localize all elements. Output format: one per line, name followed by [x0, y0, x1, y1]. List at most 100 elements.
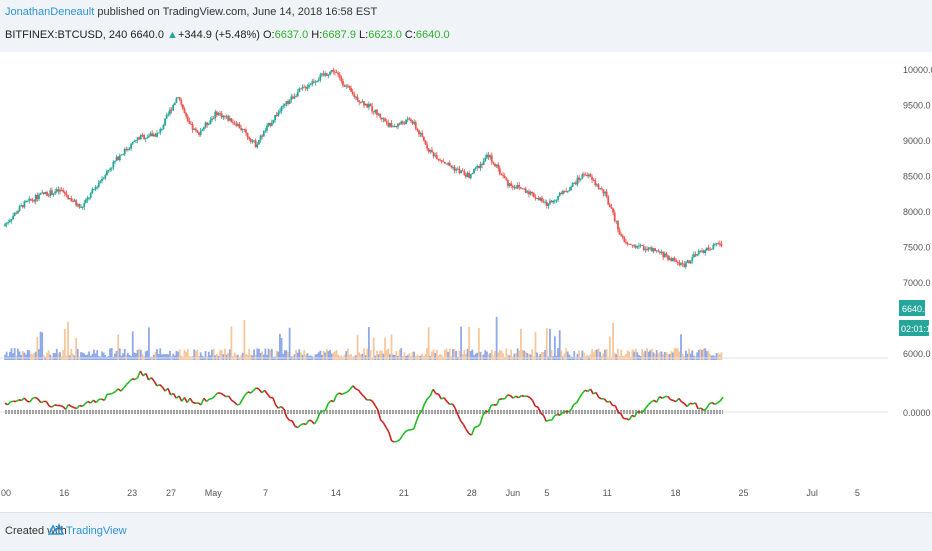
oscillator-segment	[88, 401, 91, 403]
candle-body	[48, 196, 50, 197]
volume-bar	[46, 353, 48, 360]
chart-area[interactable]: 10000.09500.09000.08500.08000.07500.0700…	[0, 52, 932, 512]
volume-bar	[706, 351, 708, 360]
candle-body	[489, 155, 491, 157]
volume-bar	[345, 351, 347, 360]
volume-bar	[530, 354, 532, 360]
volume-bar	[488, 354, 490, 360]
oscillator-segment	[555, 414, 558, 415]
candle-body	[57, 189, 59, 191]
price-axis: 10000.09500.09000.08500.08000.07500.0700…	[903, 65, 932, 418]
candle-body	[583, 174, 585, 175]
candle-body	[397, 124, 399, 127]
time-tick-label: 7	[263, 488, 268, 498]
volume-bar	[27, 350, 29, 360]
candle-body	[698, 251, 700, 254]
volume-bar	[581, 350, 583, 360]
symbol-line: BITFINEX:BTCUSD, 240 6640.0 ▲+344.9 (+5.…	[5, 29, 450, 41]
candle-body	[133, 141, 135, 142]
candle-body	[271, 123, 273, 126]
candle-body	[185, 113, 187, 116]
oscillator-segment	[231, 400, 234, 402]
author-link[interactable]: JonathanDeneault	[5, 6, 94, 18]
volume-bar	[678, 352, 680, 360]
candle-body	[318, 80, 320, 81]
candle-body	[404, 123, 406, 124]
oscillator-segment	[466, 430, 469, 434]
oscillator-segment	[535, 406, 538, 407]
candle-body	[282, 106, 284, 107]
oscillator-segment	[715, 403, 718, 404]
candle-body	[146, 137, 148, 138]
oscillator-segment	[610, 401, 613, 405]
oscillator-segment	[425, 399, 428, 404]
oscillator-segment	[383, 423, 386, 428]
candle-body	[15, 213, 17, 214]
volume-bar	[176, 351, 178, 360]
candle-body	[103, 178, 105, 179]
candle-body	[363, 101, 365, 105]
candle-body	[389, 123, 391, 127]
candle-body	[685, 263, 687, 267]
volume-bar	[287, 352, 289, 360]
volume-bar	[349, 355, 351, 360]
candle-body	[501, 174, 503, 175]
symbol-label[interactable]: BITFINEX:BTCUSD, 240	[5, 29, 127, 41]
candle-body	[302, 87, 304, 89]
chart-svg[interactable]: 10000.09500.09000.08500.08000.07500.0700…	[0, 52, 932, 512]
candle-body	[423, 137, 425, 141]
candle-body	[125, 149, 127, 150]
oscillator-segment	[577, 398, 580, 403]
candle-body	[281, 107, 283, 112]
low-value: 6623.0	[368, 29, 402, 41]
tradingview-brand[interactable]: TradingView	[66, 525, 127, 537]
volume-bar	[208, 352, 210, 360]
oscillator-segment	[301, 424, 304, 426]
oscillator-segment	[566, 411, 569, 412]
candle-body	[656, 250, 658, 251]
candle-body	[221, 114, 223, 118]
oscillator-segment	[370, 400, 373, 401]
candle-body	[399, 124, 401, 125]
candle-body	[607, 196, 609, 204]
candle-body	[276, 115, 278, 116]
candle-body	[556, 200, 558, 201]
candle-body	[209, 120, 211, 124]
candle-body	[347, 86, 349, 87]
volume-bar	[648, 352, 650, 360]
oscillator-segment	[668, 396, 671, 399]
candle-body	[311, 81, 313, 84]
volume-bar	[544, 350, 546, 360]
candle-body	[577, 178, 579, 185]
footer: Created with TradingView	[0, 512, 932, 551]
candle-body	[261, 136, 263, 137]
oscillator-segment	[121, 388, 124, 391]
candle-body	[591, 177, 593, 180]
candle-body	[17, 211, 19, 213]
close-label: C:	[405, 29, 416, 41]
candle-body	[237, 124, 239, 126]
candle-body	[585, 175, 587, 176]
candle-body	[40, 193, 42, 195]
candle-body	[520, 187, 522, 188]
volume-bar	[263, 355, 265, 360]
candle-body	[486, 155, 488, 158]
candle-body	[119, 155, 121, 160]
oscillator-segment	[298, 425, 301, 427]
oscillator-segment	[480, 415, 483, 424]
volume-bar	[661, 352, 663, 360]
oscillator-segment	[546, 420, 549, 421]
volume-bar	[578, 351, 580, 360]
volume-bar	[478, 328, 480, 360]
candle-body	[316, 81, 318, 82]
volume-bar	[129, 355, 131, 360]
oscillator-segment	[712, 403, 715, 405]
tradingview-logo-icon[interactable]	[48, 522, 64, 536]
volume-bar	[125, 355, 127, 360]
volume-bar	[245, 354, 247, 360]
candle-body	[383, 118, 385, 119]
candle-body	[588, 174, 590, 176]
volume-bar	[515, 353, 517, 360]
volume-bar	[145, 351, 147, 360]
candle-body	[565, 191, 567, 192]
